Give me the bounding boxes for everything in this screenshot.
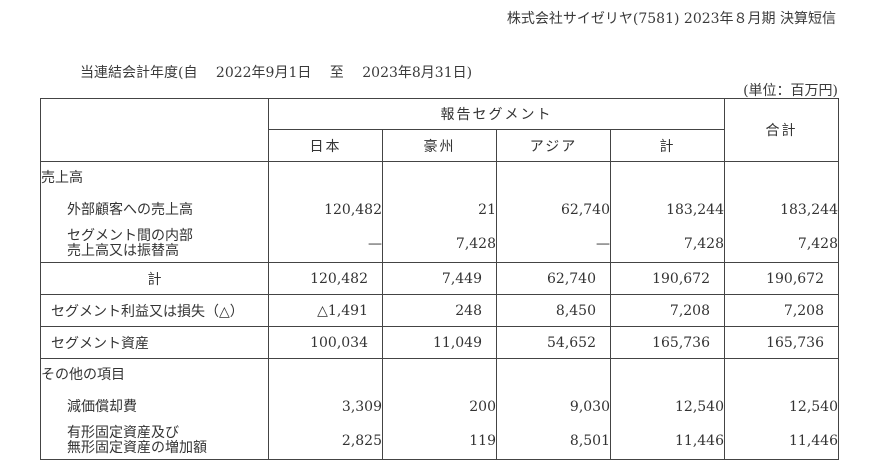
capex-japan: 2,825: [341, 433, 382, 449]
sales-subtotal-cell: 183,244 7,428: [610, 161, 725, 263]
segment-assets-label: セグメント資産: [40, 326, 269, 359]
other-items-total-cell: 12,540 11,446: [724, 358, 839, 460]
sales-intersegment-label-line2: 売上高又は振替高: [67, 243, 179, 259]
capex-label-wrap: 有形固定資産及び 無形固定資産の増加額: [41, 423, 268, 459]
sales-block-row: 売上高 外部顧客への売上高 セグメント間の内部 売上高又は振替高 120,482…: [40, 161, 839, 263]
header-reportable-segments: 報告セグメント: [268, 98, 725, 130]
sales-total-asia: 62,740: [496, 262, 611, 295]
segment-assets-asia: 54,652: [496, 326, 611, 359]
other-items-label-cell: その他の項目 減価償却費 有形固定資産及び 無形固定資産の増加額: [40, 358, 269, 460]
sales-total-total: 190,672: [724, 262, 839, 295]
header-row-1: 報告セグメント 合計: [40, 98, 839, 162]
document-header: 株式会社サイゼリヤ(7581) 2023年８月期 決算短信: [506, 11, 836, 27]
sales-external-subtotal: 183,244: [666, 202, 724, 218]
sales-intersegment-australia: 7,428: [455, 236, 496, 252]
segment-profit-asia: 8,450: [496, 294, 611, 327]
depreciation-label: 減価償却費: [67, 399, 137, 415]
sales-external-label: 外部顧客への売上高: [67, 202, 193, 218]
depreciation-asia: 9,030: [569, 399, 610, 415]
capex-total: 11,446: [789, 433, 838, 449]
header-subtotal: 計: [610, 129, 725, 162]
segment-profit-australia: 248: [382, 294, 497, 327]
sales-total-subtotal: 190,672: [610, 262, 725, 295]
other-items-subtotal-cell: 12,540 11,446: [610, 358, 725, 460]
header-row-2: 日本 豪州 アジア 計: [41, 129, 839, 162]
sales-total-label: 計: [40, 262, 269, 295]
sales-australia-cell: 21 7,428: [382, 161, 497, 263]
segment-assets-total: 165,736: [724, 326, 839, 359]
capex-label-line2: 無形固定資産の増加額: [67, 440, 207, 456]
segment-assets-australia: 11,049: [382, 326, 497, 359]
spacer: [725, 359, 838, 391]
spacer: [725, 162, 838, 194]
sales-intersegment-label-wrap: セグメント間の内部 売上高又は振替高: [41, 226, 268, 262]
sales-intersegment-asia: —: [596, 236, 610, 252]
spacer: [611, 359, 724, 391]
sales-intersegment-label-line1: セグメント間の内部: [67, 228, 193, 244]
sales-total-row: 計 120,482 7,449 62,740 190,672 190,672: [40, 262, 839, 295]
segment-profit-row: セグメント利益又は損失（△） △1,491 248 8,450 7,208 7,…: [40, 294, 839, 327]
spacer: [383, 162, 496, 194]
sales-total-japan: 120,482: [268, 262, 383, 295]
header-blank-cell: [40, 98, 269, 162]
depreciation-japan: 3,309: [341, 399, 382, 415]
other-items-section-title: その他の項目: [41, 367, 125, 383]
fiscal-period: 当連結会計年度(自 2022年9月1日 至 2023年8月31日): [80, 65, 473, 81]
depreciation-label-wrap: 減価償却費: [41, 391, 268, 423]
sales-external-japan: 120,482: [324, 202, 382, 218]
sales-external-label-wrap: 外部顧客への売上高: [41, 194, 268, 226]
segment-assets-japan: 100,034: [268, 326, 383, 359]
spacer: [269, 162, 382, 194]
depreciation-subtotal: 12,540: [675, 399, 724, 415]
segment-table: 報告セグメント 合計 日本 豪州 アジア 計 売上高 外部顧客への売上高 セグメ…: [40, 98, 839, 460]
sales-asia-cell: 62,740 —: [496, 161, 611, 263]
sales-intersegment-total: 7,428: [797, 236, 838, 252]
sales-external-asia: 62,740: [561, 202, 610, 218]
sales-total-australia: 7,449: [382, 262, 497, 295]
spacer: [497, 162, 610, 194]
capex-subtotal: 11,446: [675, 433, 724, 449]
segment-profit-subtotal: 7,208: [610, 294, 725, 327]
segment-assets-subtotal: 165,736: [610, 326, 725, 359]
header-total: 合計: [724, 98, 839, 162]
depreciation-australia: 200: [469, 399, 496, 415]
segment-assets-row: セグメント資産 100,034 11,049 54,652 165,736 16…: [40, 326, 839, 359]
spacer: [497, 359, 610, 391]
spacer: [383, 359, 496, 391]
capex-asia: 8,501: [569, 433, 610, 449]
other-items-japan-cell: 3,309 2,825: [268, 358, 383, 460]
other-items-australia-cell: 200 119: [382, 358, 497, 460]
segment-profit-japan: △1,491: [268, 294, 383, 327]
header-australia: 豪州: [382, 129, 497, 162]
sales-intersegment-subtotal: 7,428: [683, 236, 724, 252]
capex-label-line1: 有形固定資産及び: [67, 425, 179, 441]
sales-intersegment-japan: —: [368, 236, 382, 252]
other-items-asia-cell: 9,030 8,501: [496, 358, 611, 460]
sales-section-title: 売上高: [41, 170, 83, 186]
unit-label: (単位：百万円): [743, 83, 838, 99]
segment-profit-total: 7,208: [724, 294, 839, 327]
header-japan: 日本: [268, 129, 383, 162]
sales-label-cell: 売上高 外部顧客への売上高 セグメント間の内部 売上高又は振替高: [40, 161, 269, 263]
sales-japan-cell: 120,482 —: [268, 161, 383, 263]
other-items-block-row: その他の項目 減価償却費 有形固定資産及び 無形固定資産の増加額 3,309 2…: [40, 358, 839, 460]
capex-australia: 119: [469, 433, 496, 449]
depreciation-total: 12,540: [789, 399, 838, 415]
spacer: [269, 359, 382, 391]
spacer: [611, 162, 724, 194]
sales-external-total: 183,244: [780, 202, 838, 218]
sales-external-australia: 21: [478, 202, 496, 218]
sales-total-cell: 183,244 7,428: [724, 161, 839, 263]
segment-profit-label: セグメント利益又は損失（△）: [40, 294, 269, 327]
header-asia: アジア: [496, 129, 611, 162]
